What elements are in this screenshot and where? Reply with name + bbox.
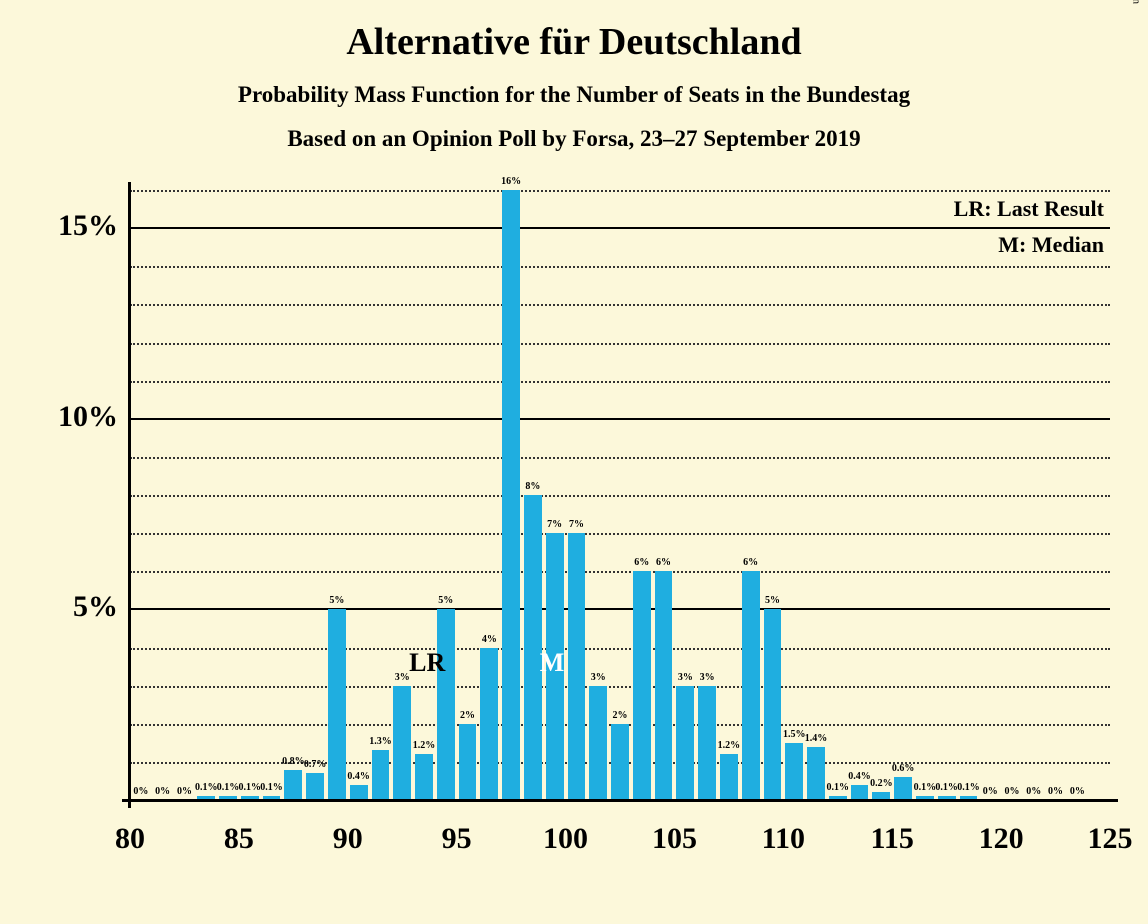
bar-value-label: 3% — [583, 672, 613, 683]
bar — [764, 609, 782, 800]
bar — [437, 609, 455, 800]
bar-value-label: 0.7% — [300, 759, 330, 770]
x-axis-tick-label: 105 — [644, 822, 704, 856]
x-axis — [122, 799, 1118, 802]
bar-value-label: 16% — [496, 176, 526, 187]
gridline-minor — [130, 266, 1110, 268]
bar-value-label: 0.4% — [344, 771, 374, 782]
y-axis — [128, 182, 131, 808]
bar — [480, 648, 498, 801]
bar-value-label: 8% — [518, 481, 548, 492]
bar-value-label: 0.2% — [866, 778, 896, 789]
legend-median: M: Median — [998, 232, 1104, 258]
gridline-minor — [130, 304, 1110, 306]
bar — [372, 750, 390, 800]
chart-subtitle-2: Based on an Opinion Poll by Forsa, 23–27… — [0, 126, 1148, 152]
x-axis-tick-label: 80 — [100, 822, 160, 856]
bar-value-label: 0% — [1062, 786, 1092, 797]
y-axis-tick-label: 5% — [73, 590, 118, 624]
gridline-major — [130, 608, 1110, 610]
bar-value-label: 7% — [561, 519, 591, 530]
bar-value-label: 5% — [431, 595, 461, 606]
gridline-minor — [130, 533, 1110, 535]
gridline-minor — [130, 343, 1110, 345]
gridline-minor — [130, 686, 1110, 688]
bar-value-label: 2% — [453, 710, 483, 721]
annotation-m: M — [540, 648, 565, 678]
bar — [350, 785, 368, 800]
bar-value-label: 1.3% — [365, 736, 395, 747]
gridline-minor — [130, 190, 1110, 192]
chart-plot-area: 0%0%0%0.1%0.1%0.1%0.1%0.8%0.7%5%0.4%1.3%… — [130, 190, 1110, 800]
x-axis-tick-label: 95 — [427, 822, 487, 856]
bar-value-label: 3% — [692, 672, 722, 683]
bar-value-label: 5% — [322, 595, 352, 606]
y-axis-tick-label: 10% — [58, 400, 118, 434]
bar-value-label: 6% — [736, 557, 766, 568]
bar-value-label: 0.6% — [888, 763, 918, 774]
bar — [306, 773, 324, 800]
x-axis-tick-label: 100 — [536, 822, 596, 856]
gridline-major — [130, 227, 1110, 229]
gridline-minor — [130, 571, 1110, 573]
gridline-minor — [130, 381, 1110, 383]
bar-value-label: 1.2% — [714, 740, 744, 751]
bar-value-label: 6% — [649, 557, 679, 568]
gridline-minor — [130, 457, 1110, 459]
bar — [459, 724, 477, 800]
bar-value-label: 1.2% — [409, 740, 439, 751]
bar — [633, 571, 651, 800]
bar — [415, 754, 433, 800]
bar-value-label: 2% — [605, 710, 635, 721]
x-axis-tick-label: 90 — [318, 822, 378, 856]
bar-value-label: 1.4% — [801, 733, 831, 744]
bar — [676, 686, 694, 800]
x-axis-tick-label: 110 — [753, 822, 813, 856]
chart-subtitle-1: Probability Mass Function for the Number… — [0, 82, 1148, 108]
bar — [655, 571, 673, 800]
x-axis-tick-label: 115 — [862, 822, 922, 856]
bar-value-label: 5% — [757, 595, 787, 606]
bar — [502, 190, 520, 800]
bar — [568, 533, 586, 800]
x-axis-tick-label: 120 — [971, 822, 1031, 856]
bar-value-label: 0.1% — [823, 782, 853, 793]
copyright-text: © 2021 Filip van Laenen — [1130, 0, 1142, 4]
legend-last-result: LR: Last Result — [954, 196, 1104, 222]
bar — [785, 743, 803, 800]
bar — [589, 686, 607, 800]
x-axis-tick-label: 85 — [209, 822, 269, 856]
gridline-minor — [130, 648, 1110, 650]
annotation-lr: LR — [409, 648, 445, 678]
chart-title: Alternative für Deutschland — [0, 0, 1148, 64]
bar-value-label: 0.1% — [257, 782, 287, 793]
bar — [720, 754, 738, 800]
gridline-minor — [130, 495, 1110, 497]
bar-value-label: 4% — [474, 634, 504, 645]
gridline-major — [130, 418, 1110, 420]
x-axis-tick-label: 125 — [1080, 822, 1140, 856]
bar — [611, 724, 629, 800]
y-axis-tick-label: 15% — [58, 209, 118, 243]
bar — [284, 770, 302, 801]
